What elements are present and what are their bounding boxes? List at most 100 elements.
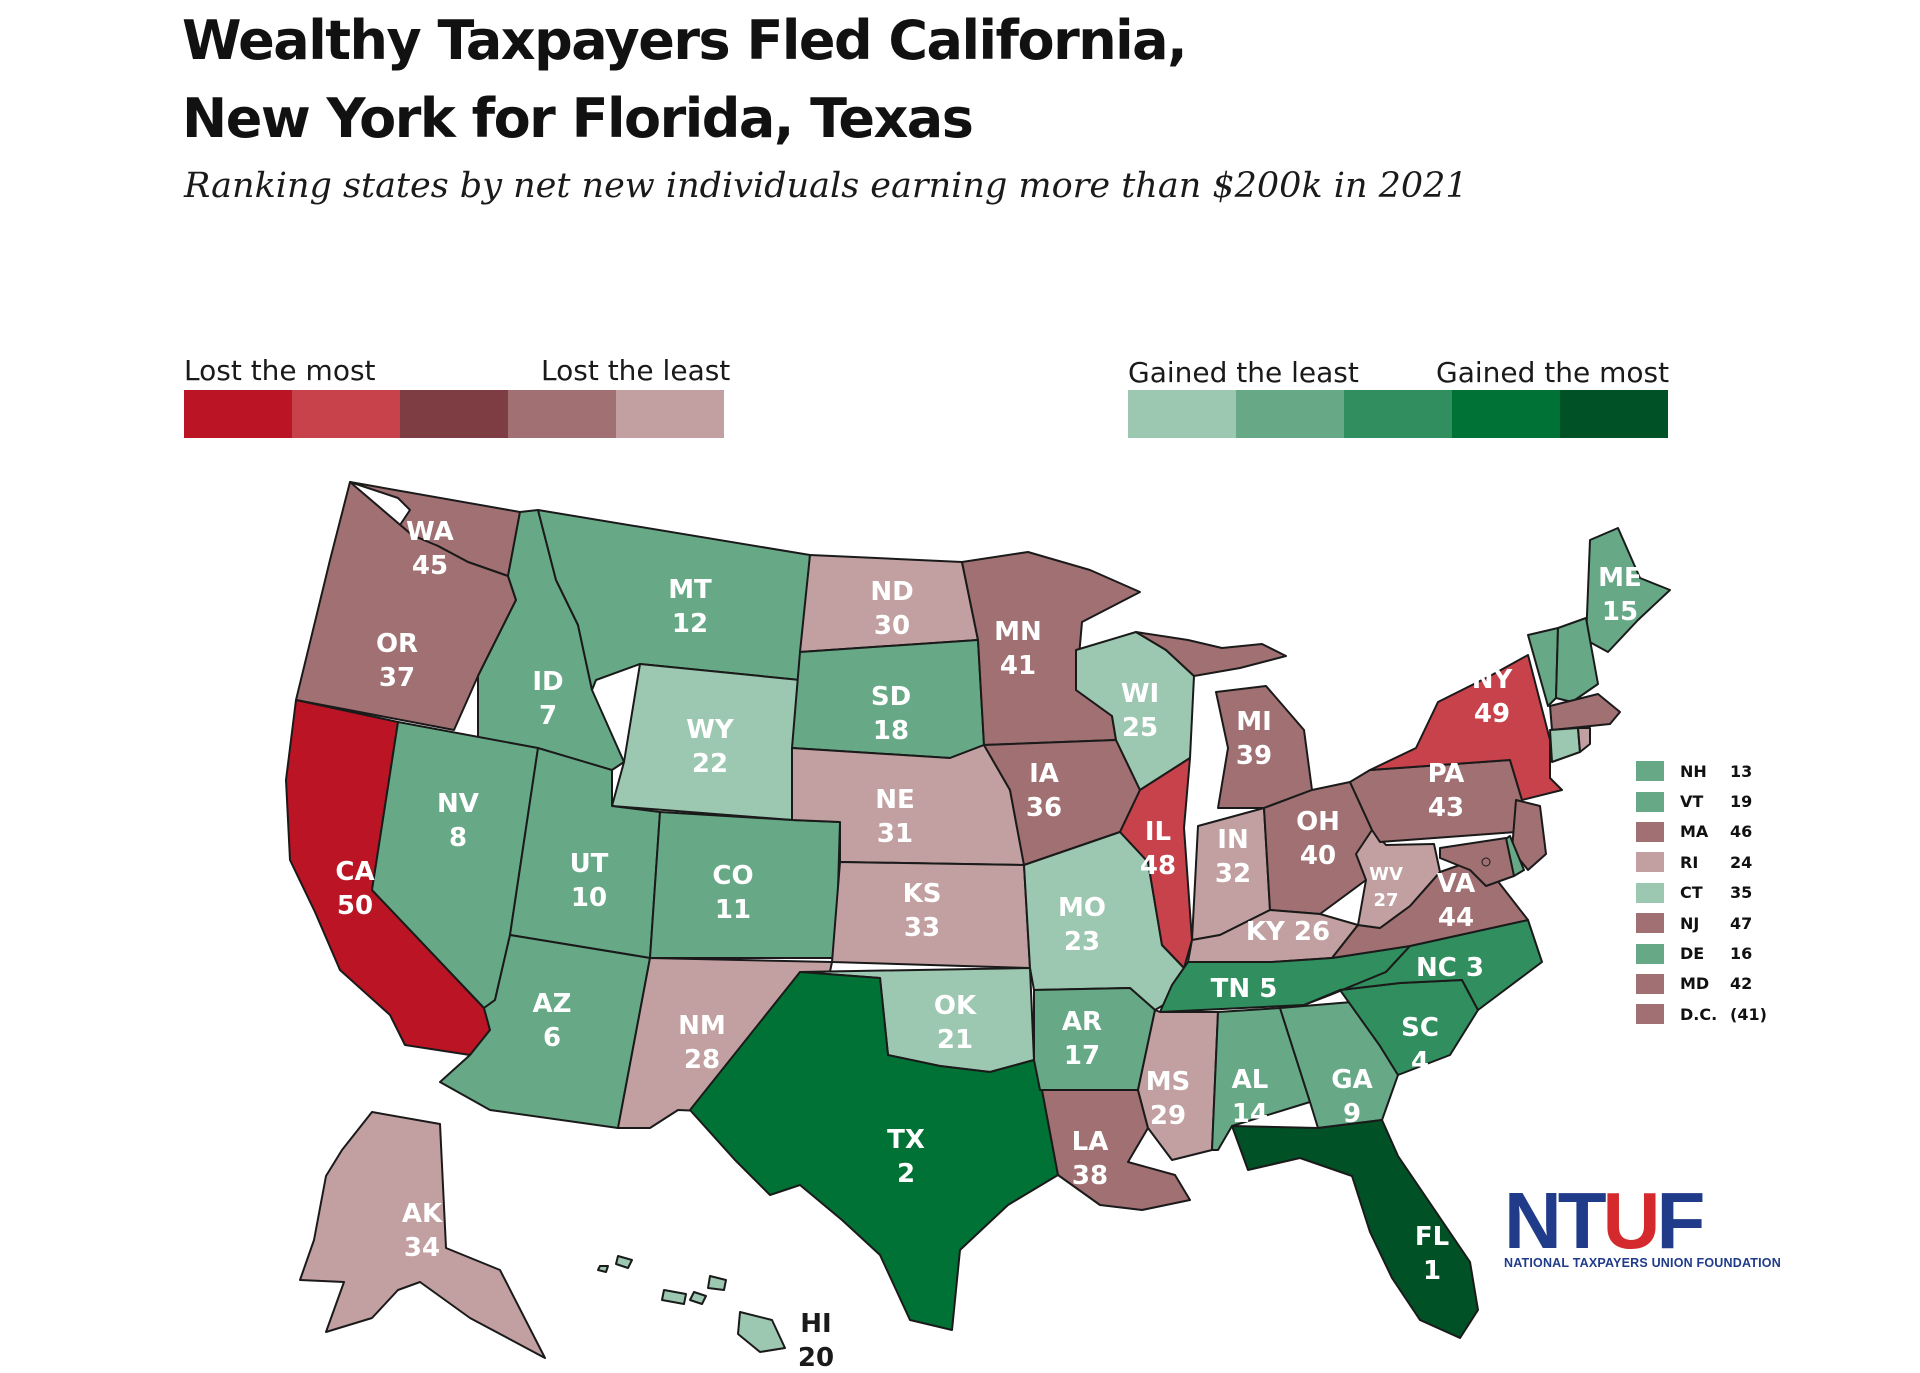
state-label-ut: UT bbox=[570, 849, 609, 879]
ne-row-nj: NJ 47 bbox=[1636, 908, 1767, 938]
state-label-ky: KY 26 bbox=[1246, 917, 1330, 947]
gained-swatch-3 bbox=[1344, 390, 1452, 438]
state-rank-ne: 31 bbox=[877, 819, 913, 849]
ne-row-dc: D.C. (41) bbox=[1636, 999, 1767, 1029]
state-label-wi: WI bbox=[1121, 679, 1159, 709]
logo-subtext: NATIONAL TAXPAYERS UNION FOUNDATION bbox=[1504, 1256, 1781, 1270]
state-rank-la: 38 bbox=[1072, 1161, 1108, 1191]
ne-rank-nj: 47 bbox=[1730, 913, 1753, 933]
ntuf-logo: NTUF bbox=[1504, 1182, 1706, 1254]
logo-letter-2: T bbox=[1558, 1182, 1607, 1254]
state-rank-ga: 9 bbox=[1343, 1099, 1361, 1129]
state-mi-part-6 bbox=[1135, 631, 1287, 677]
state-label-ia: IA bbox=[1029, 759, 1059, 789]
state-fl bbox=[1231, 1119, 1479, 1339]
state-label-wv: WV bbox=[1369, 864, 1403, 885]
state-wy bbox=[611, 663, 801, 821]
state-hi-part-4 bbox=[615, 1255, 633, 1269]
ne-rank-md: 42 bbox=[1730, 974, 1753, 994]
state-label-ny: NY bbox=[1472, 665, 1514, 695]
state-label-co: CO bbox=[712, 861, 753, 891]
lost-swatch-4 bbox=[508, 390, 616, 438]
gained-swatch-5 bbox=[1560, 390, 1668, 438]
state-label-la: LA bbox=[1072, 1127, 1109, 1157]
ne-swatch-vt bbox=[1636, 791, 1664, 812]
ne-rank-nh: 13 bbox=[1730, 761, 1753, 781]
state-label-sc: SC bbox=[1401, 1013, 1439, 1043]
state-rank-ny: 49 bbox=[1474, 699, 1510, 729]
ne-abbr-vt: VT bbox=[1680, 792, 1704, 812]
state-rank-in: 32 bbox=[1215, 859, 1251, 889]
state-label-ga: GA bbox=[1331, 1065, 1372, 1095]
chart-title: Wealthy Taxpayers Fled California, New Y… bbox=[182, 2, 1482, 158]
state-ar bbox=[1033, 987, 1156, 1091]
gained-swatch-2 bbox=[1236, 390, 1344, 438]
state-label-mo: MO bbox=[1058, 893, 1106, 923]
state-label-al: AL bbox=[1232, 1065, 1269, 1095]
state-rank-hi: 20 bbox=[798, 1343, 834, 1373]
state-label-nv: NV bbox=[437, 789, 479, 819]
state-label-wa: WA bbox=[406, 517, 454, 547]
chart-subtitle: Ranking states by net new individuals ea… bbox=[184, 166, 1468, 206]
state-label-ok: OK bbox=[934, 991, 977, 1021]
state-label-or: OR bbox=[376, 629, 418, 659]
state-label-nc: NC 3 bbox=[1416, 953, 1484, 983]
ne-abbr-nj: NJ bbox=[1680, 913, 1700, 933]
state-label-ks: KS bbox=[903, 879, 942, 909]
legend-gained-most-label: Gained the most bbox=[1436, 356, 1670, 389]
state-rank-nm: 28 bbox=[684, 1045, 720, 1075]
state-label-va: VA bbox=[1437, 869, 1475, 899]
state-label-ne: NE bbox=[875, 785, 915, 815]
state-rank-ms: 29 bbox=[1150, 1101, 1186, 1131]
ne-abbr-ri: RI bbox=[1680, 852, 1699, 872]
state-rank-mn: 41 bbox=[1000, 651, 1036, 681]
state-rank-mt: 12 bbox=[672, 609, 708, 639]
title-line-2: New York for Florida, Texas bbox=[182, 87, 974, 150]
legend-lost-scale bbox=[184, 390, 724, 438]
ne-swatch-md bbox=[1636, 973, 1664, 994]
state-nc bbox=[1303, 919, 1543, 1011]
state-dc bbox=[1481, 857, 1491, 867]
ne-row-ma: MA 46 bbox=[1636, 817, 1767, 847]
logo-letter-1: N bbox=[1504, 1182, 1558, 1254]
state-label-mn: MN bbox=[994, 617, 1042, 647]
state-rank-ks: 33 bbox=[904, 913, 940, 943]
ne-rank-ma: 46 bbox=[1730, 822, 1753, 842]
state-rank-co: 11 bbox=[715, 895, 751, 925]
ne-abbr-ct: CT bbox=[1680, 883, 1703, 903]
state-rank-wy: 22 bbox=[692, 749, 728, 779]
state-label-nd: ND bbox=[870, 577, 913, 607]
ne-rank-dc: (41) bbox=[1730, 1004, 1767, 1024]
legend-gained-least-label: Gained the least bbox=[1128, 356, 1359, 389]
state-hi-part-5 bbox=[597, 1265, 609, 1273]
state-label-sd: SD bbox=[871, 682, 911, 712]
state-rank-va: 44 bbox=[1438, 903, 1474, 933]
state-label-wy: WY bbox=[686, 715, 735, 745]
state-rank-pa: 43 bbox=[1428, 793, 1464, 823]
state-rank-id: 7 bbox=[539, 701, 557, 731]
state-label-ak: AK bbox=[402, 1199, 443, 1229]
ne-abbr-nh: NH bbox=[1680, 761, 1707, 781]
northeast-legend-table: NH 13 VT 19 MA 46 RI 24 CT 35 NJ 47 DE 16 MD 42 D.C. (41) bbox=[1636, 756, 1767, 1030]
state-rank-al: 14 bbox=[1232, 1099, 1268, 1129]
state-hi-part-3 bbox=[689, 1291, 707, 1305]
ne-swatch-dc bbox=[1636, 1004, 1664, 1025]
gained-swatch-4 bbox=[1452, 390, 1560, 438]
ne-row-de: DE 16 bbox=[1636, 938, 1767, 968]
state-label-ca: CA bbox=[335, 857, 374, 887]
state-hi-part-1 bbox=[707, 1275, 727, 1291]
state-nh bbox=[1555, 617, 1599, 703]
legend-lost-most-label: Lost the most bbox=[184, 354, 376, 387]
state-rank-il: 48 bbox=[1140, 851, 1176, 881]
lost-swatch-3 bbox=[400, 390, 508, 438]
state-label-mt: MT bbox=[668, 575, 712, 605]
ne-row-nh: NH 13 bbox=[1636, 756, 1767, 786]
state-md bbox=[1439, 837, 1515, 887]
lost-swatch-5 bbox=[616, 390, 724, 438]
state-rank-ak: 34 bbox=[404, 1233, 440, 1263]
state-label-id: ID bbox=[532, 667, 563, 697]
state-ma bbox=[1549, 693, 1621, 731]
ne-abbr-de: DE bbox=[1680, 944, 1705, 964]
logo-letter-4: F bbox=[1656, 1182, 1702, 1254]
